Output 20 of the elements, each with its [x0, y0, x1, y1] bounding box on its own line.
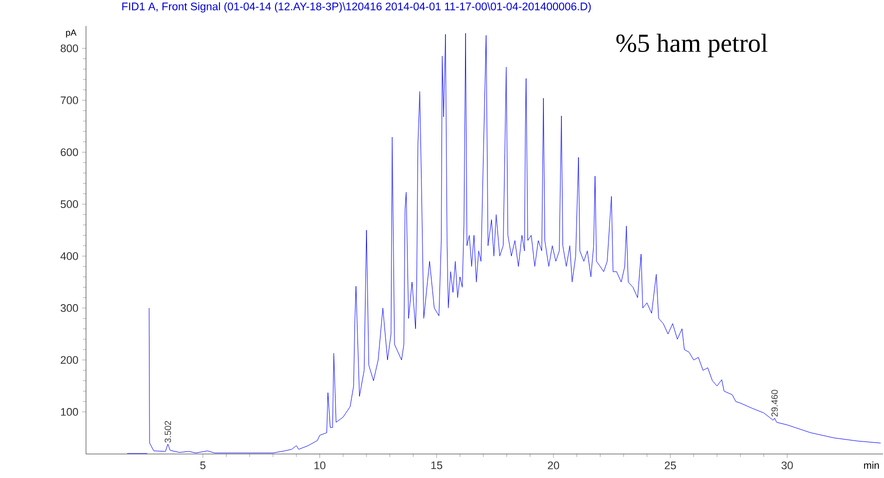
- x-axis-title: min: [864, 462, 879, 469]
- y-tick-label: 100: [61, 408, 78, 416]
- y-tick-label: 600: [60, 148, 78, 156]
- y-tick-label: 300: [60, 304, 78, 312]
- annotation: 29.460: [771, 390, 778, 416]
- x-tick-label: 20: [548, 462, 560, 470]
- x-tick-label: 5: [200, 462, 206, 470]
- x-tick-label: 30: [782, 462, 793, 470]
- annotation: 3.502: [164, 420, 172, 443]
- y-tick-label: 500: [60, 200, 78, 208]
- x-tick-label: 10: [314, 462, 326, 470]
- y-tick-label: 700: [60, 96, 78, 104]
- y-tick-label: 800: [60, 44, 78, 52]
- annotation: %5 ham petrol: [616, 34, 768, 58]
- x-tick-label: 25: [664, 462, 676, 470]
- y-axis-title: pA: [66, 30, 76, 38]
- y-tick-label: 200: [60, 356, 78, 364]
- x-tick-label: 15: [431, 462, 442, 470]
- y-tick-label: 400: [60, 252, 78, 260]
- chart-title: FID1 A, Front Signal (01-04-14 (12.AY-18-3P)\120416 2014-04-01 11-17-00\01-04-201400006.D): [122, 2, 591, 12]
